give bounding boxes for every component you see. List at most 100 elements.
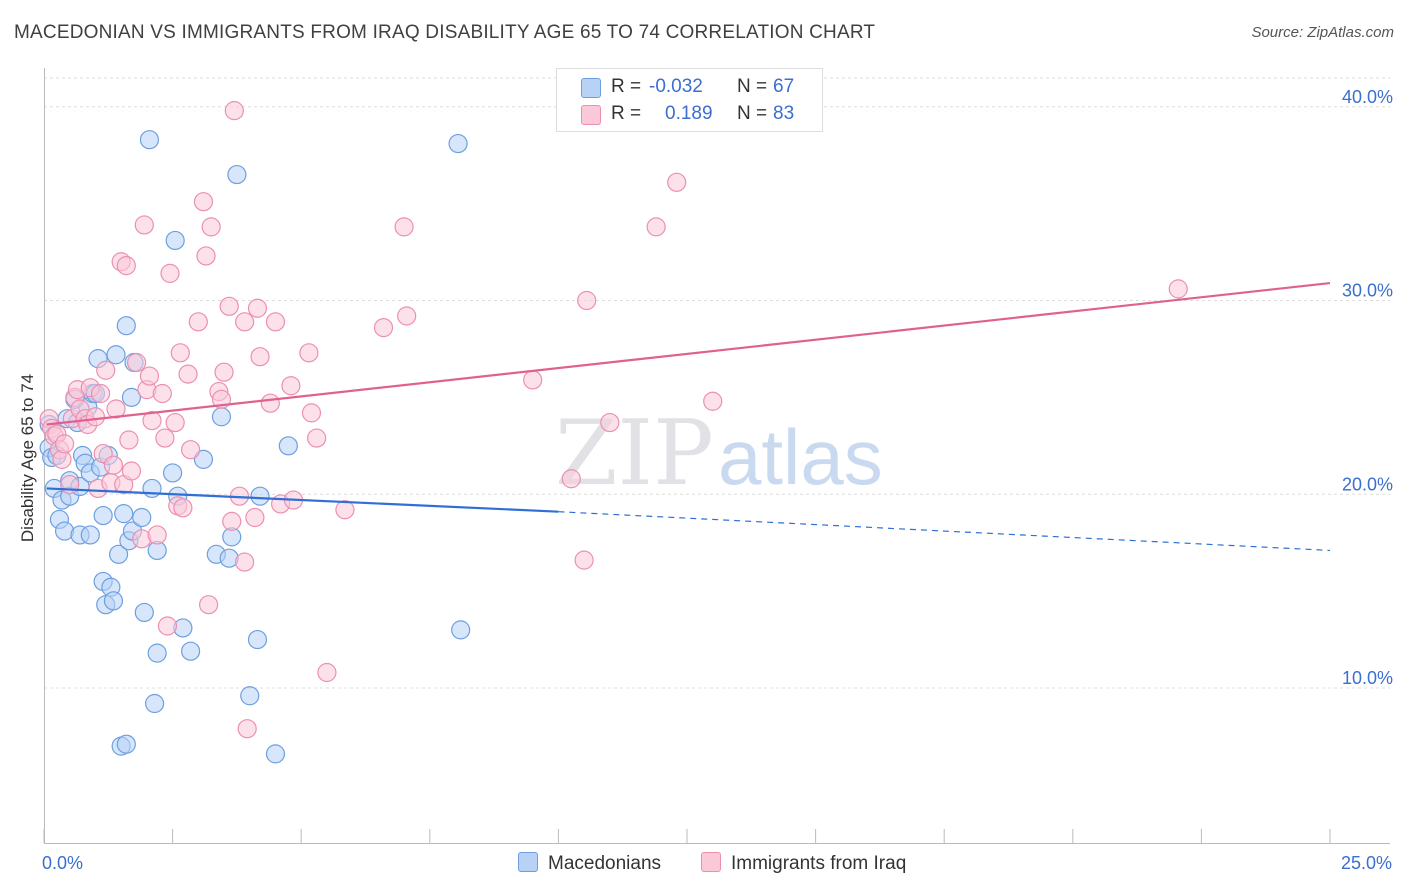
macedonians-point xyxy=(108,544,129,564)
iraq-point xyxy=(222,511,242,531)
macedonians-point xyxy=(142,478,162,499)
macedonians-point xyxy=(121,387,142,407)
macedonians-point xyxy=(80,525,100,545)
legend-n-value: 83 xyxy=(773,103,795,124)
bottom-legend-swatch xyxy=(518,852,538,872)
axis-labels: Disability Age 65 to 74 10.0% 20.0% 30.0% 4… xyxy=(18,87,1393,873)
iraq-point xyxy=(90,383,111,404)
y-tick-label: 20.0% xyxy=(1342,474,1393,494)
bottom-legend-swatch xyxy=(701,852,721,872)
macedonians-point xyxy=(116,316,136,336)
macedonians-point xyxy=(134,602,154,623)
macedonians-point xyxy=(163,463,183,483)
iraq-point xyxy=(139,366,160,386)
iraq-point xyxy=(237,719,257,739)
trend-lines xyxy=(46,281,1331,552)
macedonians-point xyxy=(211,407,232,427)
iraq-trend-line xyxy=(46,281,1331,426)
iraq-point xyxy=(335,500,355,520)
iraq-point xyxy=(155,428,175,448)
iraq-point xyxy=(245,507,265,528)
bottom-legend-macedonians: Macedonians xyxy=(518,852,661,875)
iraq-point xyxy=(299,343,319,363)
iraq-point xyxy=(134,215,154,235)
bottom-legend-label: Macedonians xyxy=(548,853,662,874)
iraq-point xyxy=(214,362,234,382)
iraq-point xyxy=(188,312,208,332)
macedonians-point xyxy=(147,643,167,663)
iraq-point xyxy=(646,217,666,237)
iraq-point xyxy=(1168,279,1188,299)
macedonians-point xyxy=(103,591,124,611)
iraq-point xyxy=(54,434,75,454)
macedonians-point xyxy=(240,686,260,706)
iraq-point xyxy=(235,552,255,572)
macedonians-point xyxy=(93,505,113,526)
macedonians-point xyxy=(451,620,471,640)
iraq-point xyxy=(373,318,394,338)
macedonians-point xyxy=(116,734,136,754)
iraq-point xyxy=(147,525,167,545)
macedonians-point xyxy=(181,641,201,661)
macedonians-trend-line xyxy=(46,487,559,513)
macedonians-point xyxy=(227,164,247,185)
iraq-point xyxy=(247,298,268,318)
iraq-point xyxy=(121,461,142,481)
iraq-point xyxy=(577,290,597,311)
iraq-point xyxy=(281,376,301,396)
macedonians-point xyxy=(106,345,126,365)
iraq-point xyxy=(103,455,124,475)
iraq-point xyxy=(181,440,201,460)
iraq-point xyxy=(561,469,581,489)
gridlines xyxy=(44,77,1390,689)
iraq-point xyxy=(173,498,193,518)
iraq-point xyxy=(523,370,543,390)
iraq-point xyxy=(250,347,270,367)
watermark-atlas: atlas xyxy=(718,413,883,501)
iraq-point xyxy=(126,352,147,373)
iraq-point xyxy=(394,217,414,237)
macedonians-trend-extension xyxy=(558,511,1331,552)
legend-r-value: -0.032 xyxy=(649,76,703,97)
macedonians-point xyxy=(250,486,270,506)
bottom-legend-iraq: Immigrants from Iraq xyxy=(701,852,906,875)
iraq-point xyxy=(157,616,178,636)
iraq-point xyxy=(152,383,172,404)
iraq-point xyxy=(142,411,162,431)
legend-swatch-iraq xyxy=(581,105,601,125)
iraq-point xyxy=(667,172,687,192)
iraq-point xyxy=(260,393,280,413)
macedonians-point xyxy=(278,436,298,456)
iraq-point xyxy=(165,412,185,433)
y-tick-label: 10.0% xyxy=(1342,668,1393,688)
iraq-point xyxy=(600,412,620,433)
macedonians-point xyxy=(132,507,152,528)
iraq-point xyxy=(307,428,327,448)
iraq-point xyxy=(116,256,136,276)
iraq-point xyxy=(193,192,214,212)
legend-r-value: 0.189 xyxy=(665,103,713,124)
iraq-point xyxy=(397,306,417,326)
x-tick-label: 25.0% xyxy=(1341,853,1392,873)
iraq-point xyxy=(301,403,322,423)
chart-title: MACEDONIAN VS IMMIGRANTS FROM IRAQ DISAB… xyxy=(14,22,876,43)
legend-n-label: N = xyxy=(737,76,768,97)
watermark-zip: ZIP xyxy=(555,401,714,506)
macedonians-point xyxy=(139,130,160,150)
legend-swatch-macedonians xyxy=(581,78,601,98)
iraq-point xyxy=(170,343,190,363)
iraq-point xyxy=(201,217,221,237)
iraq-point xyxy=(96,360,116,380)
iraq-point xyxy=(317,662,337,683)
iraq-point xyxy=(265,312,286,332)
iraq-point xyxy=(703,391,723,411)
x-tick-label: 0.0% xyxy=(42,853,83,873)
y-tick-label: 30.0% xyxy=(1342,281,1393,301)
iraq-point xyxy=(160,263,180,283)
iraq-point xyxy=(119,430,139,450)
iraq-point xyxy=(574,550,594,570)
legend-n-value: 67 xyxy=(773,76,795,97)
watermark: ZIP atlas xyxy=(555,401,883,506)
iraq-point xyxy=(199,595,219,615)
